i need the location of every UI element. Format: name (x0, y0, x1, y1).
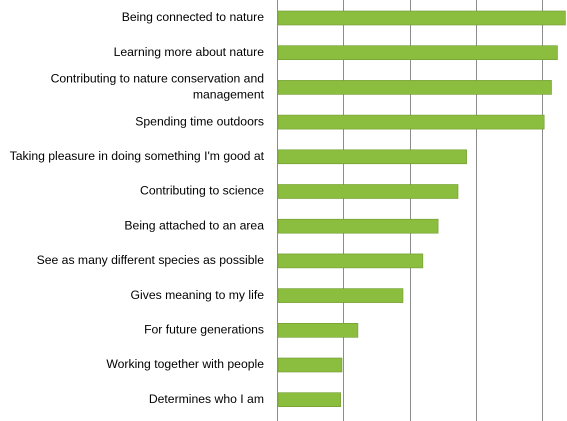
bar-10 (277, 357, 343, 373)
category-label-11: Determines who I am (149, 392, 264, 406)
category-label-6: Being attached to an area (124, 218, 264, 232)
category-label-8: Gives meaning to my life (131, 288, 265, 302)
category-label-4: Taking pleasure in doing something I'm g… (10, 149, 265, 163)
category-label-7: See as many different species as possibl… (37, 253, 265, 267)
category-label-5: Contributing to science (140, 184, 264, 198)
bar-1 (277, 45, 558, 61)
bars (277, 10, 566, 408)
bar-8 (277, 288, 404, 303)
bar-9 (277, 322, 359, 338)
bar-6 (277, 218, 439, 234)
category-label-9: For future generations (144, 323, 264, 337)
category-label-2-line-1: management (193, 88, 265, 102)
category-labels: Being connected to nature Learning more a… (10, 10, 265, 406)
category-label-1: Learning more about nature (114, 45, 265, 59)
category-label-10: Working together with people (106, 357, 264, 371)
category-label-0: Being connected to nature (122, 10, 265, 24)
bar-7 (277, 253, 424, 269)
bar-3 (277, 114, 545, 130)
bar-11 (277, 392, 341, 408)
bar-4 (277, 149, 467, 165)
category-label-3: Spending time outdoors (135, 114, 264, 128)
bar-0 (277, 10, 566, 26)
category-label-2-line-0: Contributing to nature conservation and (51, 72, 264, 86)
gridlines (343, 0, 543, 421)
bar-2 (277, 80, 552, 95)
bar-5 (277, 184, 459, 199)
